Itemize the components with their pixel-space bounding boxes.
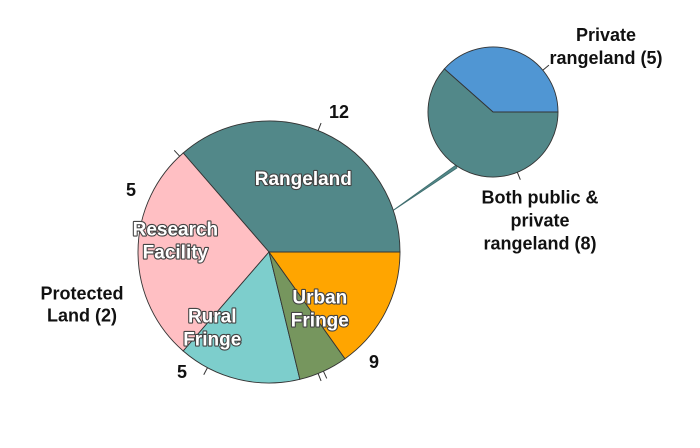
- sub-tick-both-public-private-rangeland-8: [516, 172, 521, 180]
- slice-label-urban-fringe: Urban Fringe: [291, 288, 349, 332]
- sub-slice-both-public-private-rangeland-8: [427, 68, 559, 178]
- value-label-rangeland: 12: [329, 102, 349, 122]
- slice-urban-fringe: [137, 152, 270, 352]
- slice-rangeland: [182, 120, 401, 253]
- sub-tick-private-rangeland-5: [542, 64, 550, 71]
- sub-slice-private-rangeland-5: [443, 46, 559, 113]
- value-label-urban-fringe: 9: [369, 352, 379, 372]
- outside-label-protected-land-2: Protected Land (2): [40, 283, 123, 325]
- slice-rural-fringe: [182, 251, 301, 384]
- tick-line-urban-fringe: [317, 373, 322, 382]
- value-label-rural-fringe: 5: [177, 362, 187, 382]
- tick-line-rangeland: [317, 122, 322, 131]
- sub-label-both-public-private-rangeland-8: Both public & private rangeland (8): [482, 187, 599, 253]
- explode-connector: [388, 164, 458, 214]
- slice-label-research-facility: Research Facility: [133, 220, 219, 264]
- sub-label-private-rangeland-5: Private rangeland (5): [549, 25, 662, 68]
- tick-line-rural-fringe: [203, 367, 208, 375]
- slice-label-rangeland: Rangeland: [255, 169, 352, 190]
- slice-label-rural-fringe: Rural Fringe: [183, 307, 241, 351]
- tick-line-protected-land-2: [322, 370, 328, 379]
- tick-line-research-facility: [173, 150, 181, 157]
- slice-research-facility: [268, 251, 401, 360]
- value-label-research-facility: 5: [126, 180, 136, 200]
